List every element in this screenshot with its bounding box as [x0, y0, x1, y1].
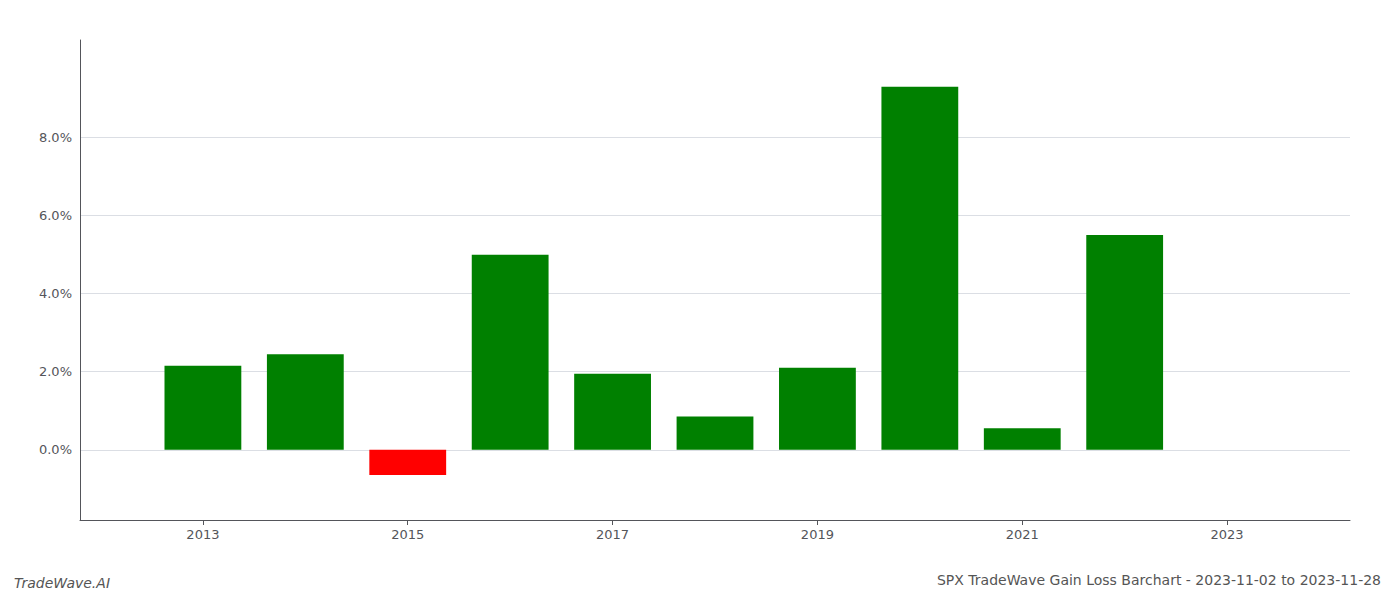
svg-text:TradeWave.AI: TradeWave.AI: [14, 575, 110, 591]
svg-text:2013: 2013: [186, 527, 219, 542]
svg-text:2015: 2015: [391, 527, 424, 542]
svg-text:8.0%: 8.0%: [39, 130, 72, 145]
svg-text:0.0%: 0.0%: [39, 442, 72, 457]
svg-text:2.0%: 2.0%: [39, 364, 72, 379]
svg-text:2017: 2017: [596, 527, 629, 542]
svg-text:2019: 2019: [801, 527, 834, 542]
svg-text:2021: 2021: [1006, 527, 1039, 542]
svg-text:2023: 2023: [1211, 527, 1244, 542]
svg-text:SPX TradeWave Gain Loss Barcha: SPX TradeWave Gain Loss Barchart - 2023-…: [937, 572, 1381, 588]
svg-text:4.0%: 4.0%: [39, 286, 72, 301]
svg-text:6.0%: 6.0%: [39, 208, 72, 223]
